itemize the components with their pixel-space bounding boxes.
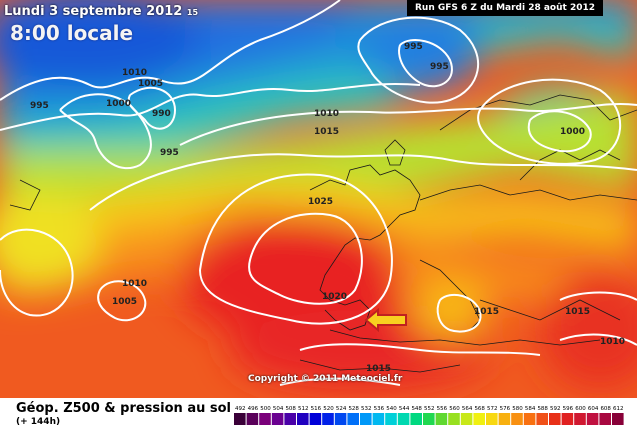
isobar-label: 1005 — [112, 297, 137, 307]
legend-swatch — [549, 413, 561, 425]
isobar-label: 1000 — [106, 99, 131, 109]
isobar-label: 1010 — [122, 279, 147, 289]
legend-swatch — [385, 413, 397, 425]
legend-tick-label: 504 — [273, 406, 284, 412]
legend-swatch — [498, 413, 511, 425]
legend-swatch — [561, 413, 574, 425]
legend-swatch — [334, 413, 347, 425]
isobar-label: 995 — [404, 42, 423, 52]
legend-tick-label: 536 — [374, 406, 385, 412]
isobar-label: 1000 — [560, 127, 585, 137]
map-panel: 995 1010 1005 1000 990 995 1010 1015 995… — [0, 0, 637, 398]
color-scale: 492 496 500 504 508 512 516 520 524 528 532 536 540 5… — [234, 406, 624, 425]
isobar-label: 995 — [160, 148, 179, 158]
legend-tick-label: 588 — [537, 406, 548, 412]
legend-tick-label: 540 — [386, 406, 397, 412]
legend-swatch — [297, 413, 309, 425]
legend-swatch — [259, 413, 271, 425]
arrow-left-icon — [364, 307, 407, 333]
legend-swatch — [397, 413, 410, 425]
legend-tick-label: 592 — [550, 406, 561, 412]
isobar-label: 1005 — [138, 79, 163, 89]
isobar-label: 1010 — [122, 68, 147, 78]
legend-swatch — [586, 413, 599, 425]
legend-swatch — [309, 413, 322, 425]
run-info: Run GFS 6 Z du Mardi 28 août 2012 — [407, 0, 603, 16]
legend-tick-label: 492 — [235, 406, 246, 412]
isobar-label: 995 — [30, 101, 49, 111]
legend-tick-label: 608 — [600, 406, 611, 412]
isobar-label: 1015 — [565, 307, 590, 317]
legend-tick-label: 548 — [411, 406, 422, 412]
legend-swatch — [612, 413, 624, 425]
isobar-labels: 995 1010 1005 1000 990 995 1010 1015 995… — [30, 42, 625, 374]
legend-swatch — [347, 413, 359, 425]
legend-swatch — [423, 413, 435, 425]
legend-swatch — [360, 413, 372, 425]
isobar-label: 995 — [430, 62, 449, 72]
legend-swatch — [246, 413, 259, 425]
legend-swatch — [511, 413, 523, 425]
legend-tick-label: 508 — [285, 406, 296, 412]
legend-swatch — [410, 413, 422, 425]
lead-time: (+ 144h) — [16, 417, 61, 427]
legend-tick-label: 516 — [311, 406, 322, 412]
product-title: Géop. Z500 & pression au sol — [16, 401, 231, 416]
isobar-label: 1015 — [366, 364, 391, 374]
geopotential-shading — [0, 0, 637, 398]
isobar-label: 1010 — [600, 337, 625, 347]
legend-swatch — [460, 413, 473, 425]
legend-swatch — [536, 413, 548, 425]
legend-tick-label: 552 — [424, 406, 435, 412]
legend-tick-label: 528 — [348, 406, 359, 412]
legend-swatch — [284, 413, 296, 425]
legend-tick-label: 512 — [298, 406, 309, 412]
isobar-label: 1020 — [322, 292, 347, 302]
isobar-label: 1015 — [474, 307, 499, 317]
valid-time: 8:00 locale — [10, 21, 134, 45]
legend-tick-label: 600 — [575, 406, 586, 412]
legend-swatch — [448, 413, 460, 425]
legend-swatch — [523, 413, 536, 425]
legend-bar: Géop. Z500 & pression au sol (+ 144h) 49… — [0, 398, 637, 430]
copyright-notice: Copyright © 2011 Meteociel.fr — [248, 374, 403, 384]
legend-tick-label: 556 — [437, 406, 448, 412]
legend-tick-label: 580 — [512, 406, 523, 412]
legend-swatch — [599, 413, 611, 425]
legend-swatch — [435, 413, 448, 425]
legend-swatch — [486, 413, 498, 425]
legend-tick-label: 612 — [613, 406, 624, 412]
legend-tick-label: 604 — [588, 406, 599, 412]
isobar-label: 1010 — [314, 109, 339, 119]
legend-tick-label: 596 — [563, 406, 574, 412]
legend-swatch — [234, 413, 246, 425]
isobar-label: 1025 — [308, 197, 333, 207]
legend-swatch — [372, 413, 385, 425]
geopotential-map: 995 1010 1005 1000 990 995 1010 1015 995… — [0, 0, 637, 398]
location-arrow — [364, 307, 407, 333]
legend-tick-label: 532 — [361, 406, 372, 412]
isobar-label: 1015 — [314, 127, 339, 137]
legend-tick-label: 520 — [323, 406, 334, 412]
legend-tick-label: 568 — [474, 406, 485, 412]
legend-tick-label: 584 — [525, 406, 536, 412]
legend-tick-label: 524 — [336, 406, 347, 412]
legend-tick-label: 564 — [462, 406, 473, 412]
legend-swatch — [271, 413, 284, 425]
legend-tick-label: 500 — [260, 406, 271, 412]
legend-tick-label: 572 — [487, 406, 498, 412]
legend-tick-label: 496 — [248, 406, 259, 412]
legend-tick-label: 560 — [449, 406, 460, 412]
legend-tick-label: 544 — [399, 406, 410, 412]
legend-swatch — [473, 413, 485, 425]
legend-swatch — [322, 413, 334, 425]
isobars — [0, 0, 637, 386]
valid-date: Lundi 3 septembre 2012 15 — [4, 4, 199, 19]
legend-swatch — [574, 413, 586, 425]
legend-tick-label: 576 — [500, 406, 511, 412]
coastlines — [9, 94, 637, 373]
isobar-label: 990 — [152, 109, 171, 119]
